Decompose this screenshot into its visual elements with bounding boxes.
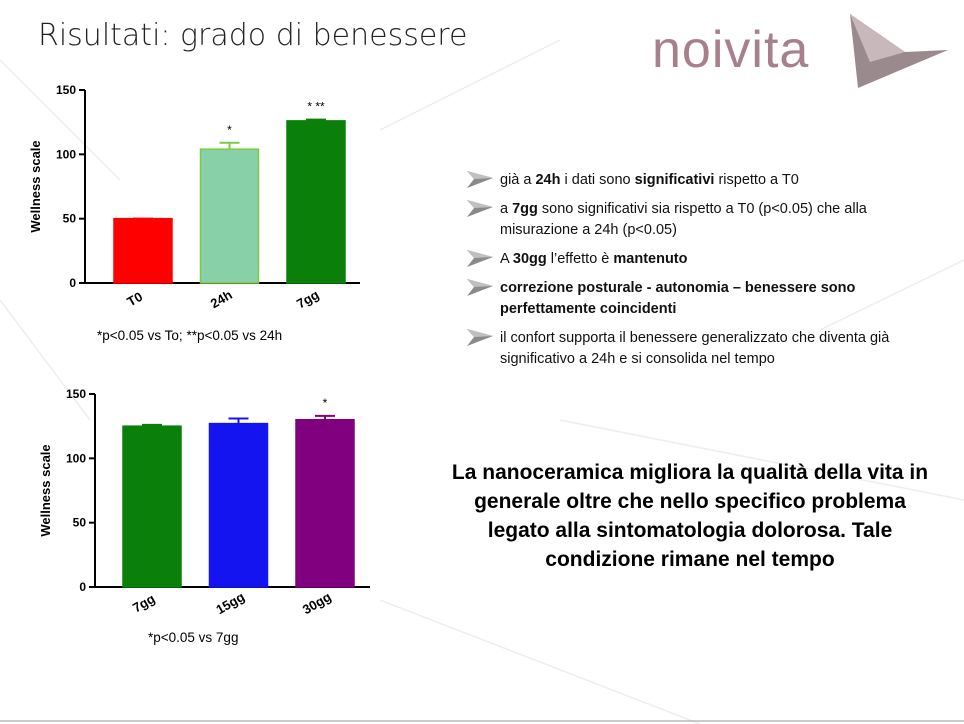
y-tick-label: 100 bbox=[56, 147, 76, 161]
significance-mark: * ** bbox=[307, 100, 325, 114]
bar bbox=[122, 425, 182, 588]
bullet-text: mantenuto bbox=[613, 251, 688, 267]
x-tick-label: T0 bbox=[124, 289, 145, 310]
y-tick-label: 50 bbox=[63, 212, 77, 226]
bullet-text: 7gg bbox=[512, 201, 538, 217]
bar bbox=[208, 422, 269, 588]
y-axis-title: Wellness scale bbox=[28, 140, 43, 232]
significance-mark: * bbox=[323, 396, 328, 410]
bullet-text: il confort supporta il benessere general… bbox=[500, 330, 890, 367]
y-tick-label: 150 bbox=[56, 83, 76, 97]
bullet-text: 24h bbox=[535, 172, 561, 188]
y-tick-label: 100 bbox=[66, 451, 86, 465]
bar bbox=[295, 418, 355, 588]
y-tick-label: 150 bbox=[66, 387, 86, 401]
bullet-text: l’effetto è bbox=[546, 251, 614, 267]
significance-mark: * bbox=[227, 123, 232, 137]
conclusion: La nanoceramica migliora la qualità dell… bbox=[451, 461, 929, 571]
bullet: già a 24h i dati sono significativi risp… bbox=[465, 170, 945, 191]
bullet-icon bbox=[467, 200, 493, 217]
bullet-text: sono significativi sia rispetto a T0 (p<… bbox=[500, 201, 867, 238]
y-tick-label: 50 bbox=[73, 516, 87, 530]
bullet: a 7gg sono significativi sia rispetto a … bbox=[465, 199, 945, 241]
footnote: *p<0.05 vs 7gg bbox=[148, 630, 238, 645]
y-tick-label: 0 bbox=[79, 580, 86, 594]
y-axis-title: Wellness scale bbox=[38, 444, 53, 536]
x-tick-label: 15gg bbox=[213, 589, 247, 617]
x-tick-label: 24h bbox=[208, 287, 235, 311]
bullet-icon bbox=[467, 279, 493, 296]
bullet-text: significativi bbox=[634, 172, 715, 188]
bullet-text: 30gg bbox=[512, 251, 547, 267]
footnote: *p<0.05 vs To; **p<0.05 vs 24h bbox=[97, 328, 282, 343]
bullet: A 30gg l’effetto è mantenuto bbox=[465, 249, 945, 270]
bullet-text: A bbox=[500, 251, 513, 267]
bullet-text: a bbox=[500, 201, 513, 217]
x-tick-label: 30gg bbox=[300, 589, 334, 617]
x-tick-label: 7gg bbox=[294, 287, 322, 312]
y-tick-label: 0 bbox=[69, 276, 76, 290]
bar bbox=[113, 217, 173, 284]
x-tick-label: 7gg bbox=[130, 591, 158, 616]
bullet-text: rispetto a T0 bbox=[714, 172, 799, 188]
bullet-icon bbox=[467, 171, 493, 188]
bullet-text: già a bbox=[500, 172, 536, 188]
bullet: il confort supporta il benessere general… bbox=[465, 328, 945, 370]
bar bbox=[199, 148, 260, 284]
bar bbox=[286, 120, 346, 284]
bullet-list: già a 24h i dati sono significativi risp… bbox=[465, 170, 945, 378]
bullet-icon bbox=[467, 250, 493, 267]
bullet-text: i dati sono bbox=[560, 172, 635, 188]
logo-bird bbox=[850, 14, 948, 88]
logo-text: noivita bbox=[652, 21, 810, 79]
slide-title: Risultati: grado di benessere bbox=[38, 18, 468, 53]
bullet-icon bbox=[467, 329, 493, 346]
bullet-text: correzione posturale - autonomia – benes… bbox=[500, 280, 856, 317]
bullet: correzione posturale - autonomia – benes… bbox=[465, 278, 945, 320]
